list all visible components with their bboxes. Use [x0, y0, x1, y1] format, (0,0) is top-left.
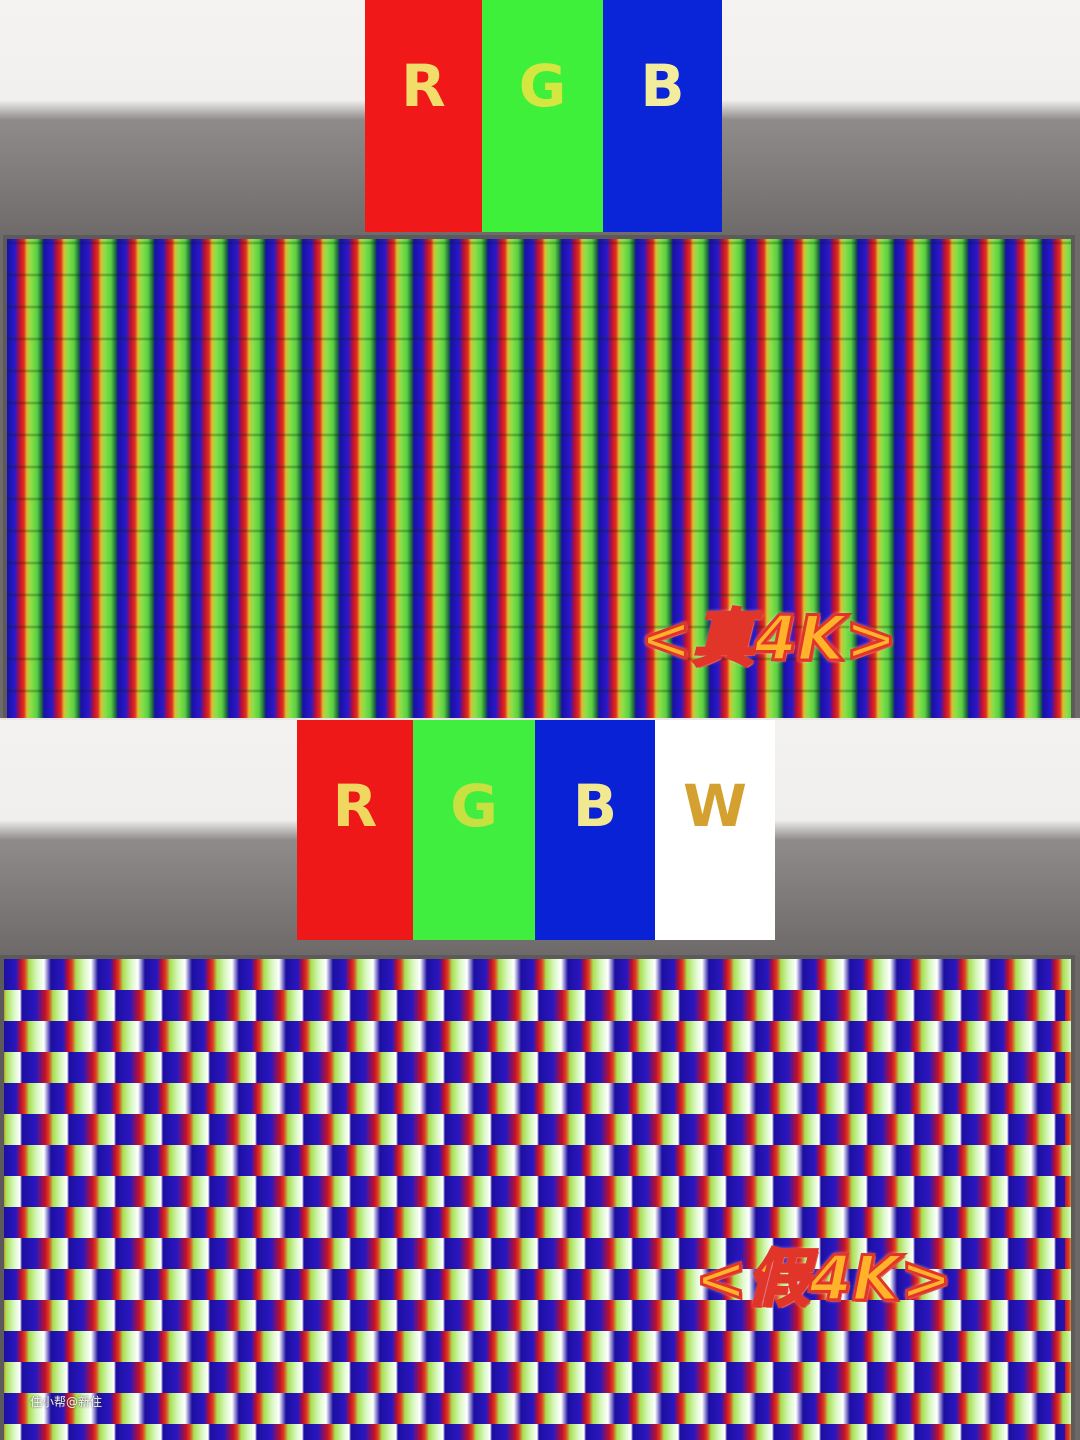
green-bar: G [482, 0, 603, 232]
real-4k-panel: R G B <真4K> [0, 0, 1080, 718]
fake-4k-panel: R G B W <假4K> [0, 720, 1080, 1440]
rgbw-subpixel-screen [0, 955, 1075, 1440]
rgb-stripe-subpixel-screen [3, 235, 1075, 718]
green-bar: G [413, 720, 535, 940]
subpixel-row [4, 990, 1071, 1021]
blue-bar: B [535, 720, 655, 940]
subpixel-row [4, 1238, 1071, 1269]
watermark: 住小帮@新住 [30, 1395, 103, 1409]
blue-bar: B [603, 0, 722, 232]
subpixel-row [4, 1114, 1071, 1145]
real-4k-label: <真4K> [638, 601, 898, 677]
subpixel-row [4, 1424, 1071, 1440]
subpixel-row [4, 1176, 1071, 1207]
red-bar: R [297, 720, 413, 940]
red-bar: R [365, 0, 482, 232]
white-bar: W [655, 720, 775, 940]
subpixel-row [4, 1362, 1071, 1393]
subpixel-row [4, 1052, 1071, 1083]
fake-4k-label: <假4K> [693, 1241, 953, 1317]
subpixel-row [4, 1300, 1071, 1331]
